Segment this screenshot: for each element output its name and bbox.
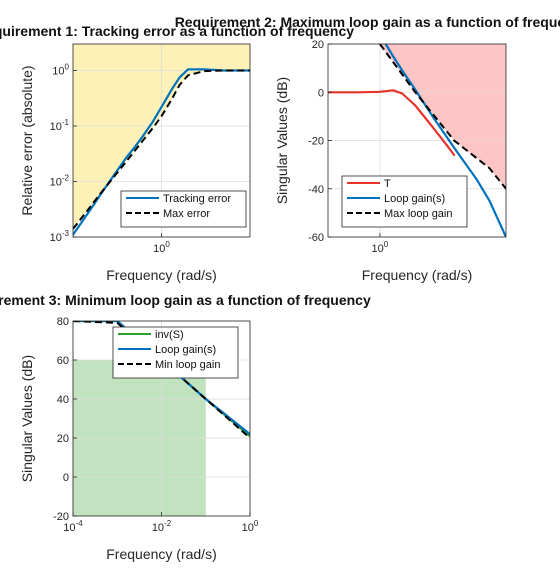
y-axis-label: Relative error (absolute)	[19, 65, 35, 215]
x-tick-label: 100	[242, 519, 259, 534]
x-tick-label: 100	[153, 240, 170, 255]
y-tick-label: -40	[308, 184, 324, 196]
y-axis-label: Singular Values (dB)	[19, 355, 35, 482]
chart-1: 100 10-3 10-2 10-1 100 Frequency (rad/s) Relat…	[19, 43, 251, 283]
y-tick-label: 60	[57, 355, 69, 367]
series-line-loop-gain-s	[384, 44, 506, 237]
legend-label: Min loop gain	[155, 359, 220, 371]
x-axis-label: Frequency (rad/s)	[362, 267, 472, 283]
y-tick-label: -60	[308, 232, 324, 244]
y-tick-label: -20	[308, 136, 324, 148]
y-tick-label: 10-3	[50, 229, 70, 244]
series-line-tracking-error	[73, 68, 250, 236]
y-tick-label: -20	[53, 511, 69, 523]
x-axis-label: Frequency (rad/s)	[106, 267, 216, 283]
y-tick-label: 0	[318, 87, 324, 99]
x-axis-label: Frequency (rad/s)	[106, 546, 216, 562]
y-tick-label: 10-1	[50, 118, 70, 133]
y-tick-label: 80	[57, 316, 69, 328]
chart-title: Requirement 2: Maximum loop gain as a fu…	[175, 14, 560, 30]
legend-box	[341, 175, 468, 228]
legend-label: inv(S)	[155, 329, 184, 341]
y-tick-label: 10-2	[50, 173, 70, 188]
y-axis-label: Singular Values (dB)	[274, 77, 290, 204]
shaded-region	[379, 44, 506, 189]
series-line-t	[328, 89, 456, 157]
y-tick-label: 20	[57, 433, 69, 445]
y-tick-label: 0	[63, 472, 69, 484]
legend-label: Loop gain(s)	[155, 344, 216, 356]
chart-title: Requirement 3: Minimum loop gain as a fu…	[0, 292, 371, 308]
y-tick-label: 20	[312, 39, 324, 51]
legend-label: Tracking error	[163, 193, 231, 205]
y-tick-label: 100	[52, 62, 69, 77]
legend: inv(S) Loop gain(s) Min loop gain	[112, 326, 239, 379]
legend-box	[112, 326, 239, 379]
y-tick-label: 40	[57, 394, 69, 406]
shaded-region	[73, 44, 250, 229]
x-tick-label: 10-2	[152, 519, 172, 534]
legend-label: T	[384, 178, 391, 190]
legend: Tracking error Max error	[120, 190, 247, 228]
chart-2: 100 -60 -40 -20 0 20 Frequency (rad/s) Singular…	[274, 39, 507, 283]
series-line-max-loop-gain	[379, 44, 506, 190]
legend: T Loop gain(s) Max loop gain	[341, 175, 468, 228]
series-line-max-error	[73, 69, 250, 230]
legend-label: Loop gain(s)	[384, 193, 445, 205]
legend-label: Max loop gain	[384, 208, 453, 220]
legend-label: Max error	[163, 208, 210, 220]
chart-title: Requirement 1: Tracking error as a funct…	[0, 23, 354, 39]
x-tick-label: 100	[372, 240, 389, 255]
